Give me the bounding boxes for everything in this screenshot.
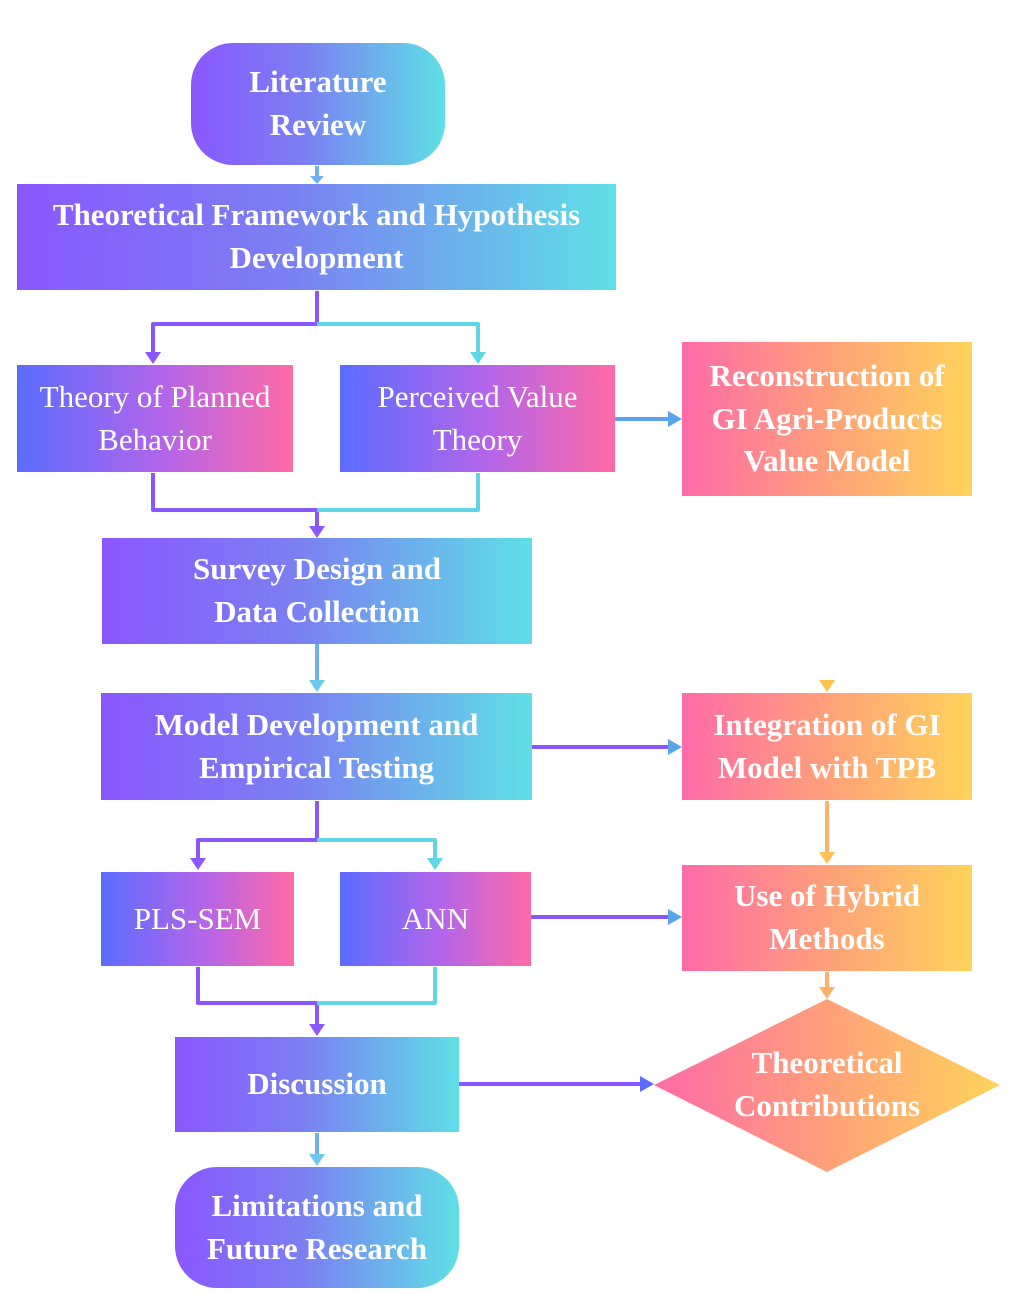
node-model-development: Model Development and Empirical Testing (101, 693, 532, 800)
node-label: Limitations and Future Research (206, 1187, 428, 1266)
arrow-head (470, 352, 486, 364)
node-label: Perceived Value Theory (377, 378, 578, 457)
arrow-model-to-ann (317, 838, 437, 860)
arrow-head (309, 1024, 325, 1036)
arrow-head (668, 739, 682, 755)
arrow-head (819, 987, 835, 999)
node-label: Theory of Planned Behavior (39, 378, 271, 457)
node-theory-planned-behavior: Theory of Planned Behavior (17, 365, 293, 472)
node-pls-sem: PLS-SEM (101, 872, 294, 966)
node-literature-review: Literature Review (191, 43, 445, 165)
node-theoretical-framework: Theoretical Framework and Hypothesis Dev… (17, 184, 616, 290)
node-label: Survey Design and Data Collection (192, 551, 442, 629)
arrow-head (640, 1076, 654, 1092)
arrow-head (819, 680, 835, 692)
arrow-pvt-to-survey (317, 473, 480, 512)
node-reconstruction: Reconstruction of GI Agri-Products Value… (682, 342, 972, 496)
arrow-head (309, 680, 325, 692)
contributions-diamond-shape (654, 999, 1000, 1172)
arrow-head (427, 858, 443, 870)
node-label: Theoretical Framework and Hypothesis Dev… (52, 197, 581, 275)
arrow-head (668, 411, 682, 427)
arrow-plssem-to-discussion (196, 967, 319, 1025)
node-perceived-value-theory: Perceived Value Theory (340, 365, 615, 472)
arrow-head (819, 852, 835, 864)
node-ann: ANN (340, 872, 531, 966)
arrow-head (668, 909, 682, 925)
node-label: Discussion (247, 1066, 387, 1102)
arrow-ann-to-discussion (317, 967, 437, 1005)
node-hybrid-methods: Use of Hybrid Methods (682, 865, 972, 971)
node-label: PLS-SEM (133, 900, 262, 936)
node-label: Theoretical Contributions (733, 1045, 921, 1123)
arrow-head (190, 858, 206, 870)
node-integration: Integration of GI Model with TPB (682, 693, 972, 800)
node-label: Reconstruction of GI Agri-Products Value… (709, 357, 945, 479)
node-label: ANN (401, 900, 470, 936)
node-theoretical-contributions: Theoretical Contributions (700, 1030, 954, 1140)
arrow-tpb-to-survey (151, 473, 319, 528)
arrow-model-to-plssem (196, 801, 319, 860)
node-label: Integration of GI Model with TPB (713, 706, 941, 785)
arrow-head (309, 526, 325, 538)
node-label: Use of Hybrid Methods (734, 878, 920, 956)
arrow-framework-to-pvt (317, 322, 480, 354)
node-discussion: Discussion (175, 1037, 459, 1132)
arrow-framework-to-tpb (151, 291, 319, 354)
arrow-head (310, 176, 324, 184)
node-label: Literature Review (249, 64, 387, 142)
node-survey-design: Survey Design and Data Collection (102, 538, 532, 644)
node-limitations: Limitations and Future Research (175, 1167, 459, 1288)
node-label: Model Development and Empirical Testing (154, 706, 479, 785)
arrow-head (145, 352, 161, 364)
arrow-head (309, 1154, 325, 1166)
